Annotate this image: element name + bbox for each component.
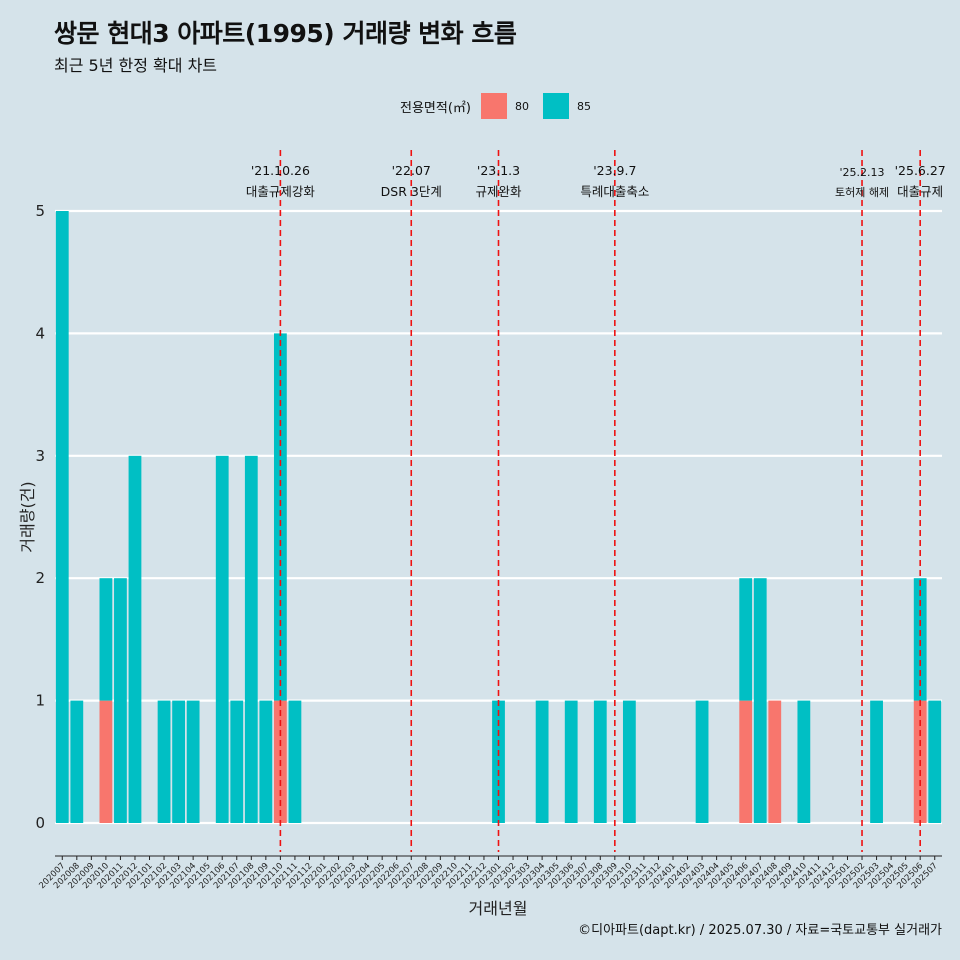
event-name-label: 대출규제: [897, 184, 943, 199]
event-name-label: 규제완화: [475, 184, 522, 199]
event-date-label: '22.07: [392, 163, 431, 178]
bar-80-202010: [99, 700, 113, 823]
event-date-label: '25.2.13: [840, 166, 885, 179]
legend-title: 전용면적(㎡): [400, 100, 471, 116]
chart-title: 쌍문 현대3 아파트(1995) 거래량 변화 흐름: [54, 19, 517, 48]
y-tick-label: 3: [35, 447, 45, 465]
bar-85-202010: [99, 578, 113, 701]
event-date-label: '23.9.7: [593, 163, 636, 178]
bar-85-202304: [535, 700, 549, 823]
legend-label-85: 85: [576, 99, 591, 113]
bar-85-202012: [128, 455, 142, 823]
y-axis-title: 거래량(건): [18, 481, 37, 552]
event-name-label: 대출규제강화: [246, 184, 316, 199]
bar-85-202410: [797, 700, 811, 823]
bar-85-202308: [593, 700, 607, 823]
bar-85-202008: [70, 700, 84, 823]
bars-layer: [55, 211, 942, 823]
legend: 전용면적(㎡) 80 85: [400, 93, 605, 119]
events-layer: '21.10.26 대출규제강화 '22.07 DSR 3단계 '23.1.3 규제완화 '…: [246, 150, 946, 852]
legend-item-85: 85: [542, 93, 597, 119]
bar-85-202011: [114, 578, 127, 823]
event-name-label: 특례대출축소: [580, 184, 649, 199]
bar-85-202407: [753, 578, 767, 823]
y-tick-label: 5: [35, 202, 45, 220]
event-date-label: '25.6.27: [895, 163, 946, 178]
bar-85-202104: [186, 700, 200, 823]
y-tick-label: 1: [35, 692, 45, 710]
bar-85-202103: [172, 700, 185, 823]
bar-85-202108: [244, 455, 258, 823]
bar-85-202403: [695, 700, 709, 823]
event-name-label: DSR 3단계: [381, 184, 442, 199]
y-tick-label: 0: [35, 814, 45, 832]
bar-85-202111: [288, 700, 302, 823]
bar-85-202406: [739, 578, 753, 701]
source-caption: ©디아파트(dapt.kr) / 2025.07.30 / 자료=국토교통부 실…: [578, 923, 942, 938]
chart-subtitle: 최근 5년 한정 확대 차트: [54, 56, 218, 75]
legend-key-85: [542, 93, 569, 119]
event-date-label: '23.1.3: [477, 163, 520, 178]
bar-85-202310: [622, 700, 636, 823]
bar-80-202406: [739, 700, 753, 823]
bar-85-202306: [564, 700, 578, 823]
bar-85-202102: [157, 700, 171, 823]
legend-item-80: 80: [480, 93, 535, 119]
bar-85-202007: [55, 211, 69, 823]
bar-85-202506: [913, 578, 927, 701]
bar-85-202107: [230, 700, 244, 823]
bar-85-202109: [259, 700, 273, 823]
bar-85-202507: [928, 700, 942, 823]
y-tick-label: 2: [35, 569, 45, 587]
bar-85-202106: [215, 455, 229, 823]
event-name-label: 토허제 해제: [835, 185, 889, 199]
legend-key-80: [480, 93, 507, 119]
x-axis-title: 거래년월: [469, 899, 528, 918]
bar-85-202503: [870, 700, 883, 823]
bar-85-202110: [273, 333, 287, 701]
legend-label-80: 80: [514, 99, 529, 113]
bar-80-202408: [768, 700, 782, 823]
y-tick-label: 4: [35, 324, 45, 342]
event-date-label: '21.10.26: [251, 163, 310, 178]
